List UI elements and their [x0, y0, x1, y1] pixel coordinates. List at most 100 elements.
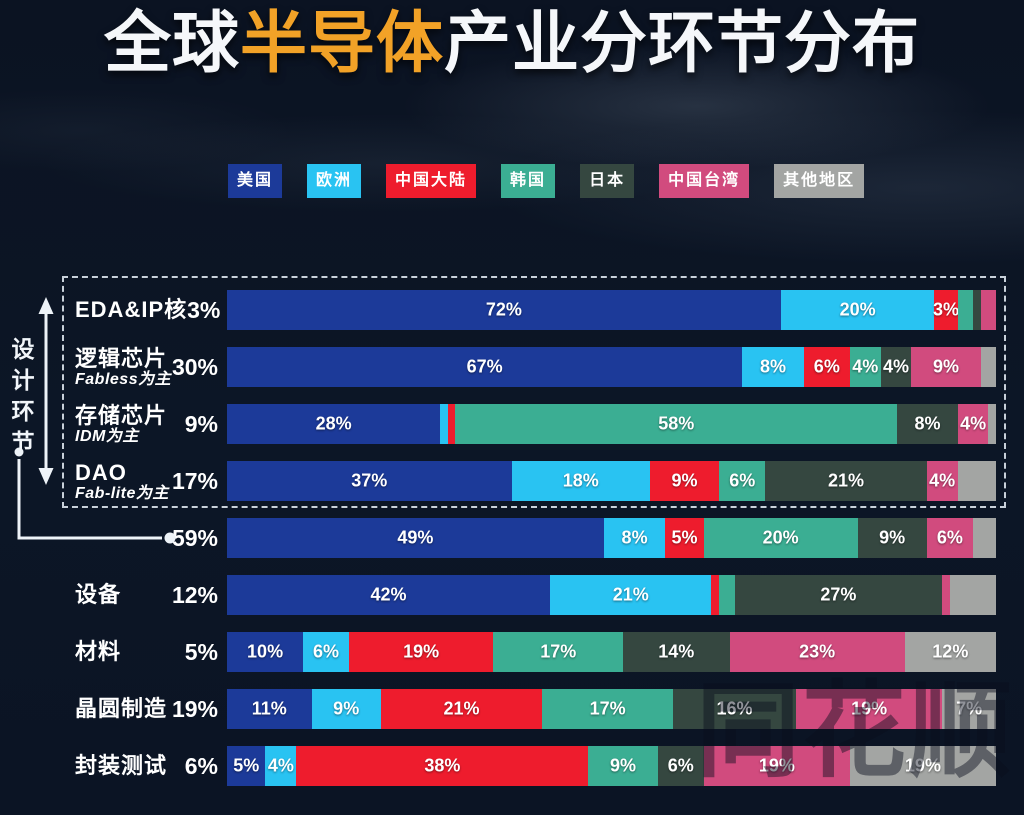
segment-label: 4%: [960, 413, 987, 434]
segment-label: 6%: [936, 527, 963, 548]
bar-segment-中国大陆: 38%: [296, 746, 589, 786]
bar-segment-其他地区: [988, 404, 996, 444]
bar-segment-韩国: [957, 290, 973, 330]
stacked-bar: 5% 4% 38% 9% 6% 19% 19%: [227, 746, 996, 786]
row-share: 5%: [184, 638, 218, 665]
segment-label: 5%: [671, 527, 698, 548]
chart-row-0: EDA&IP核 3% 72% 20% 3%: [0, 290, 996, 330]
bar-segment-中国台湾: 4%: [957, 404, 989, 444]
segment-label: 42%: [370, 584, 407, 605]
segment-label: 37%: [351, 470, 388, 491]
bar-segment-其他地区: 12%: [904, 632, 996, 672]
row-label-cell: 封装测试 6%: [0, 746, 227, 786]
row-sublabel: Fabless为主: [75, 370, 172, 388]
segment-label: 19%: [403, 641, 440, 662]
legend-chip-1: 欧洲: [307, 164, 362, 198]
segment-label: 9%: [333, 698, 360, 719]
bar-segment-日本: [972, 290, 981, 330]
stacked-bar: 72% 20% 3%: [227, 290, 996, 330]
title-suffix: 产业分环节分布: [444, 6, 920, 81]
row-label: EDA&IP核: [75, 297, 188, 323]
bar-segment-中国大陆: 9%: [649, 461, 720, 501]
bar-segment-中国大陆: 6%: [803, 347, 850, 387]
row-label: 设备: [75, 582, 122, 608]
bar-segment-韩国: 20%: [703, 518, 858, 558]
segment-label: 19%: [851, 698, 888, 719]
bar-segment-韩国: 6%: [719, 461, 766, 501]
row-share: 17%: [171, 467, 218, 494]
bar-segment-其他地区: [972, 518, 996, 558]
bar-segment-美国: 49%: [227, 518, 604, 558]
bar-segment-中国台湾: 19%: [796, 689, 943, 729]
row-share: 12%: [171, 581, 218, 608]
chart-row-6: 材料 5% 10% 6% 19% 17% 14% 23% 12%: [0, 632, 996, 672]
row-label: DAO: [75, 459, 127, 485]
legend-chip-4: 日本: [580, 164, 635, 198]
chart-row-1: 逻辑芯片 Fabless为主 30% 67% 8% 6% 4% 4% 9%: [0, 345, 996, 388]
segment-label: 6%: [312, 641, 339, 662]
bar-segment-中国台湾: 23%: [729, 632, 905, 672]
bar-segment-日本: 16%: [673, 689, 797, 729]
chart-row-7: 晶圆制造 19% 11% 9% 21% 17% 16% 19% 7%: [0, 689, 996, 729]
legend-chip-6: 其他地区: [774, 164, 865, 198]
segment-label: 72%: [485, 299, 522, 320]
segment-label: 21%: [443, 698, 480, 719]
segment-label: 4%: [883, 356, 910, 377]
legend-chip-3: 韩国: [501, 164, 556, 198]
segment-label: 17%: [589, 698, 626, 719]
row-label-cell: 晶圆制造 19%: [0, 689, 227, 729]
bar-segment-欧洲: 18%: [511, 461, 650, 501]
segment-label: 6%: [667, 755, 694, 776]
segment-label: 4%: [267, 755, 294, 776]
bar-segment-美国: 42%: [227, 575, 550, 615]
segment-label: 19%: [904, 755, 941, 776]
segment-label: 21%: [612, 584, 649, 605]
chart-row-3: DAO Fab-lite为主 17% 37% 18% 9% 6% 21% 4%: [0, 460, 996, 503]
bar-segment-中国台湾: [980, 290, 996, 330]
row-label: 逻辑芯片: [75, 345, 168, 371]
bar-segment-美国: 28%: [227, 404, 441, 444]
segment-label: 9%: [879, 527, 906, 548]
bar-segment-日本: 8%: [897, 404, 958, 444]
chart-row-5: 设备 12% 42% 21% 27%: [0, 575, 996, 615]
row-label-text: 封装测试: [75, 753, 167, 778]
segment-label: 16%: [716, 698, 753, 719]
watermark: 同花顺: [695, 674, 1014, 790]
bar-segment-中国台湾: 6%: [926, 518, 973, 558]
row-share: 9%: [184, 410, 218, 437]
segment-label: 38%: [424, 755, 461, 776]
segment-label: 17%: [540, 641, 577, 662]
bar-segment-美国: 11%: [227, 689, 312, 729]
stacked-bar: 37% 18% 9% 6% 21% 4%: [227, 461, 996, 501]
segment-label: 49%: [397, 527, 434, 548]
row-label-text: DAO Fab-lite为主: [75, 460, 169, 503]
row-label-cell: DAO Fab-lite为主 17%: [0, 460, 227, 503]
row-label-cell: EDA&IP核 3%: [0, 290, 227, 330]
bar-segment-韩国: 58%: [455, 404, 898, 444]
design-group-outline: [62, 276, 1006, 508]
bar-segment-日本: 6%: [657, 746, 704, 786]
segment-label: 7%: [956, 698, 983, 719]
bar-segment-日本: 27%: [734, 575, 943, 615]
bar-segment-中国台湾: 4%: [926, 461, 958, 501]
segment-label: 10%: [247, 641, 284, 662]
bar-segment-韩国: [719, 575, 735, 615]
segment-label: 8%: [759, 356, 786, 377]
segment-label: 11%: [251, 698, 287, 719]
bar-segment-美国: 37%: [227, 461, 512, 501]
segment-label: 19%: [758, 755, 795, 776]
bar-segment-中国大陆: [711, 575, 720, 615]
bar-segment-欧洲: 8%: [603, 518, 666, 558]
bar-segment-美国: 72%: [227, 290, 781, 330]
bar-segment-中国台湾: 9%: [911, 347, 981, 387]
bar-segment-美国: 67%: [227, 347, 743, 387]
row-label-text: 晶圆制造: [75, 696, 167, 721]
bar-segment-日本: 9%: [857, 518, 927, 558]
row-label: 封装测试: [75, 753, 168, 779]
bar-segment-中国大陆: [447, 404, 456, 444]
bar-segment-欧洲: 6%: [303, 632, 349, 672]
title-prefix: 全球: [104, 6, 240, 81]
segment-label: 23%: [799, 641, 836, 662]
row-sublabel: IDM为主: [75, 427, 139, 445]
row-label-text: 设备: [75, 582, 121, 607]
